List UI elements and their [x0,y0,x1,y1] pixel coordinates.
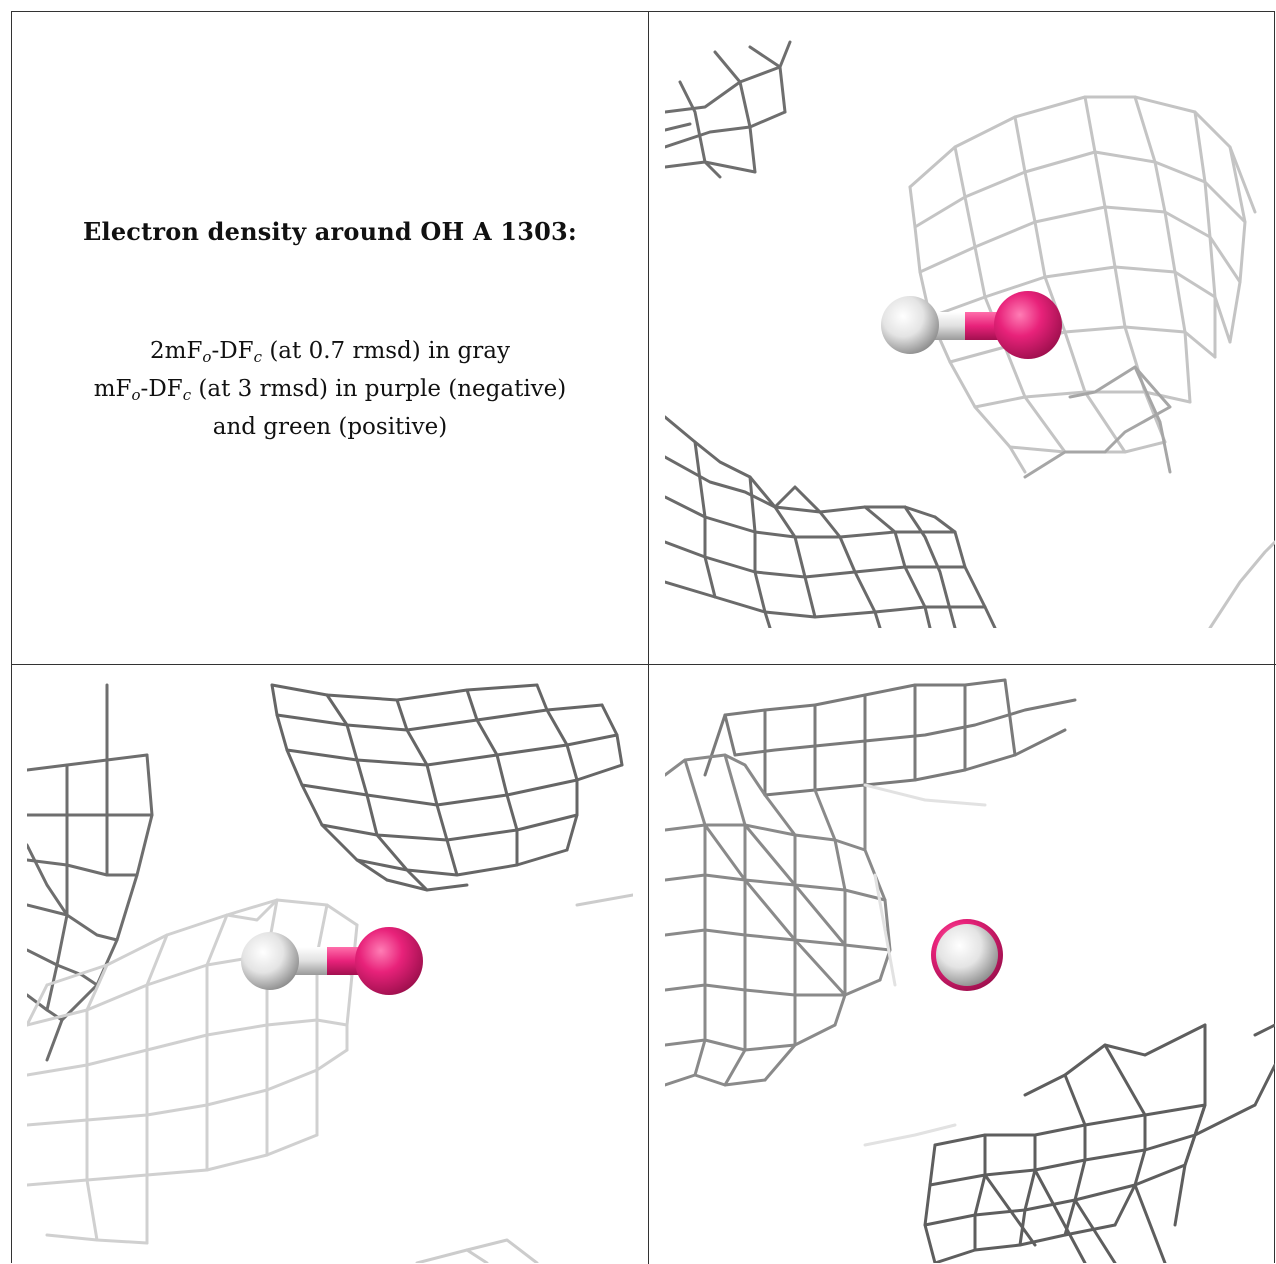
mesh-fragment [665,415,997,628]
mesh-canvas-bottom-left [27,683,633,1263]
hydroxide-molecule [931,919,1003,991]
figure-frame [11,11,1275,1263]
mesh-fragment [1208,540,1275,628]
mesh-cage [665,753,892,1087]
mesh-fragment [415,893,633,1263]
hydrogen-atom [241,932,299,990]
mesh-cage [908,95,1257,474]
mesh-canvas-bottom-right [665,678,1275,1263]
caption-title: Electron density around OH A 1303: [83,217,577,246]
hydrogen-atom [936,924,998,986]
mesh-cage [270,683,624,892]
mesh-fragment [1023,365,1172,479]
caption-line-2: mFo-DFc (at 3 rmsd) in purple (negative) [93,376,567,404]
grid-divider-horizontal [11,664,1276,665]
caption-line-1: 2mFo-DFc (at 0.7 rmsd) in gray [150,338,510,366]
hydroxide-molecule [241,927,423,995]
hydrogen-atom [881,296,939,354]
mesh-fragment [863,783,987,1147]
density-view-top-right [665,12,1275,628]
mesh-fragment [665,40,792,179]
mesh-canvas-top-right [665,40,1275,628]
grid-divider-vertical [648,11,649,1264]
hydroxide-molecule [881,291,1062,359]
density-view-bottom-left [27,665,633,1263]
oxygen-atom [355,927,423,995]
density-view-bottom-right [665,665,1275,1263]
mesh-cage [27,898,359,1245]
mesh-cage [923,1023,1275,1263]
oxygen-atom [994,291,1062,359]
caption-cell: Electron density around OH A 1303: 2mFo-… [12,12,648,664]
caption-line-3: and green (positive) [212,414,448,440]
mesh-cage [703,678,1077,797]
caption-body: 2mFo-DFc (at 0.7 rmsd) in gray mFo-DFc (… [12,332,648,446]
